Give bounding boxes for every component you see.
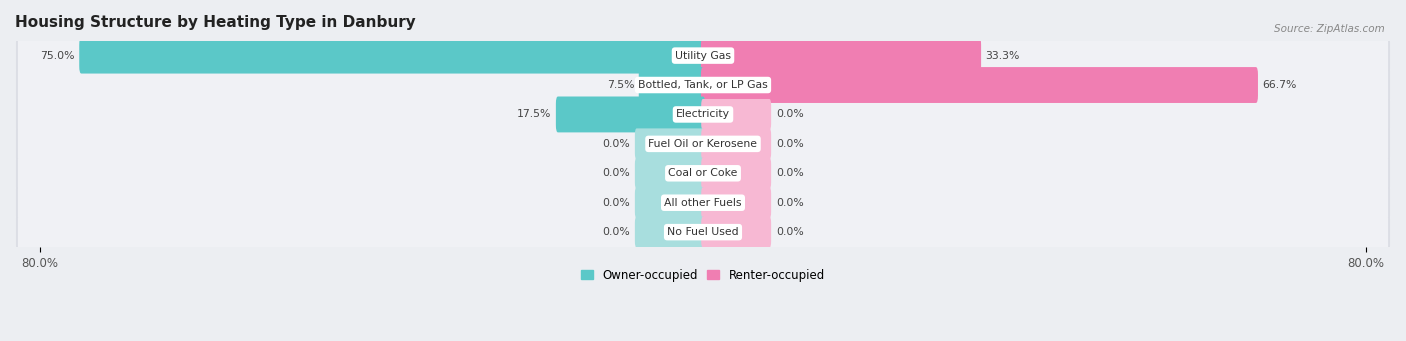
FancyBboxPatch shape (702, 187, 770, 218)
FancyBboxPatch shape (702, 38, 981, 74)
FancyBboxPatch shape (702, 217, 770, 248)
Text: Bottled, Tank, or LP Gas: Bottled, Tank, or LP Gas (638, 80, 768, 90)
FancyBboxPatch shape (15, 183, 1391, 222)
Text: 0.0%: 0.0% (776, 168, 804, 178)
Text: Housing Structure by Heating Type in Danbury: Housing Structure by Heating Type in Dan… (15, 15, 416, 30)
Text: Utility Gas: Utility Gas (675, 50, 731, 61)
FancyBboxPatch shape (15, 124, 1391, 163)
FancyBboxPatch shape (636, 158, 704, 189)
FancyBboxPatch shape (18, 97, 1388, 132)
Text: Coal or Coke: Coal or Coke (668, 168, 738, 178)
FancyBboxPatch shape (636, 217, 704, 248)
FancyBboxPatch shape (702, 67, 1258, 103)
Text: 0.0%: 0.0% (602, 198, 630, 208)
FancyBboxPatch shape (18, 186, 1388, 220)
FancyBboxPatch shape (636, 129, 704, 159)
Text: 17.5%: 17.5% (517, 109, 551, 119)
FancyBboxPatch shape (555, 97, 704, 132)
Text: 0.0%: 0.0% (776, 109, 804, 119)
FancyBboxPatch shape (18, 215, 1388, 250)
Text: Source: ZipAtlas.com: Source: ZipAtlas.com (1274, 24, 1385, 34)
Legend: Owner-occupied, Renter-occupied: Owner-occupied, Renter-occupied (576, 264, 830, 286)
FancyBboxPatch shape (15, 36, 1391, 75)
FancyBboxPatch shape (638, 67, 704, 103)
Text: 75.0%: 75.0% (41, 50, 75, 61)
Text: Electricity: Electricity (676, 109, 730, 119)
Text: 0.0%: 0.0% (602, 227, 630, 237)
Text: 66.7%: 66.7% (1263, 80, 1296, 90)
FancyBboxPatch shape (15, 95, 1391, 134)
FancyBboxPatch shape (15, 65, 1391, 104)
FancyBboxPatch shape (636, 187, 704, 218)
FancyBboxPatch shape (15, 154, 1391, 193)
Text: 7.5%: 7.5% (607, 80, 634, 90)
FancyBboxPatch shape (702, 99, 770, 130)
Text: 0.0%: 0.0% (776, 227, 804, 237)
FancyBboxPatch shape (18, 38, 1388, 73)
FancyBboxPatch shape (702, 158, 770, 189)
FancyBboxPatch shape (18, 127, 1388, 161)
Text: 0.0%: 0.0% (602, 139, 630, 149)
FancyBboxPatch shape (18, 68, 1388, 102)
Text: All other Fuels: All other Fuels (664, 198, 742, 208)
FancyBboxPatch shape (15, 213, 1391, 252)
FancyBboxPatch shape (18, 156, 1388, 191)
Text: Fuel Oil or Kerosene: Fuel Oil or Kerosene (648, 139, 758, 149)
FancyBboxPatch shape (79, 38, 704, 74)
Text: 0.0%: 0.0% (776, 198, 804, 208)
Text: No Fuel Used: No Fuel Used (668, 227, 738, 237)
Text: 0.0%: 0.0% (776, 139, 804, 149)
FancyBboxPatch shape (702, 129, 770, 159)
Text: 33.3%: 33.3% (986, 50, 1019, 61)
Text: 0.0%: 0.0% (602, 168, 630, 178)
